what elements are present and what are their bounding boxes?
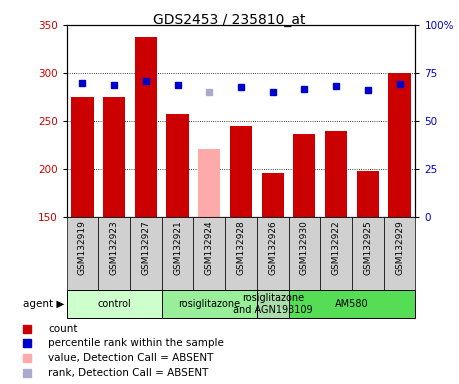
Text: control: control (97, 299, 131, 309)
Bar (225, 217, 257, 290)
Text: GSM132928: GSM132928 (236, 220, 246, 275)
Bar (257, 217, 289, 290)
Text: GSM132925: GSM132925 (364, 220, 372, 275)
Text: GSM132927: GSM132927 (141, 220, 151, 275)
Bar (130, 217, 162, 290)
Text: rosiglitazone: rosiglitazone (178, 299, 241, 309)
Text: AM580: AM580 (335, 299, 369, 309)
Text: rank, Detection Call = ABSENT: rank, Detection Call = ABSENT (48, 368, 208, 378)
Text: GSM132929: GSM132929 (395, 220, 404, 275)
Bar (162, 217, 193, 290)
Bar (71, 97, 94, 217)
Text: GSM132922: GSM132922 (331, 220, 341, 275)
Text: GSM132926: GSM132926 (268, 220, 277, 275)
Text: count: count (48, 324, 78, 334)
Text: GDS2453 / 235810_at: GDS2453 / 235810_at (153, 13, 306, 27)
Bar (262, 173, 284, 217)
Bar (67, 290, 162, 318)
Bar (67, 217, 98, 290)
Bar (135, 38, 157, 217)
Text: GSM132923: GSM132923 (110, 220, 118, 275)
Text: GSM132919: GSM132919 (78, 220, 87, 275)
Bar (388, 73, 411, 217)
Bar (103, 97, 125, 217)
Text: GSM132924: GSM132924 (205, 220, 214, 275)
Bar (198, 149, 220, 217)
Bar (289, 217, 320, 290)
Bar (162, 290, 257, 318)
Bar (257, 290, 289, 318)
Text: GSM132921: GSM132921 (173, 220, 182, 275)
Bar (230, 126, 252, 217)
Bar (357, 171, 379, 217)
Bar (384, 217, 415, 290)
Bar (167, 114, 189, 217)
Text: rosiglitazone
and AGN193109: rosiglitazone and AGN193109 (233, 293, 313, 314)
Bar (98, 217, 130, 290)
Bar (193, 217, 225, 290)
Bar (293, 134, 315, 217)
Bar (352, 217, 384, 290)
Bar (289, 290, 415, 318)
Text: percentile rank within the sample: percentile rank within the sample (48, 338, 224, 348)
Bar (320, 217, 352, 290)
Text: GSM132930: GSM132930 (300, 220, 309, 275)
Text: agent ▶: agent ▶ (23, 299, 64, 309)
Text: value, Detection Call = ABSENT: value, Detection Call = ABSENT (48, 353, 213, 363)
Bar (325, 131, 347, 217)
